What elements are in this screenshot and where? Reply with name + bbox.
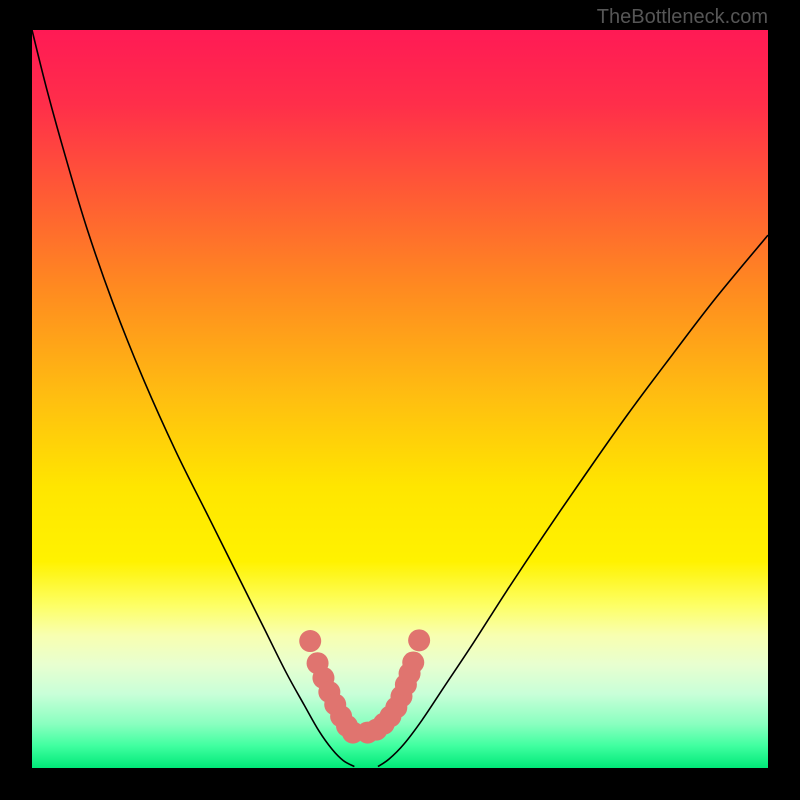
right-curve [378, 235, 768, 766]
marker-dot [408, 629, 430, 651]
marker-dot [299, 630, 321, 652]
curve-layer [0, 0, 800, 800]
chart-frame: TheBottleneck.com [0, 0, 800, 800]
marker-dot [402, 651, 424, 673]
left-curve [32, 30, 354, 767]
